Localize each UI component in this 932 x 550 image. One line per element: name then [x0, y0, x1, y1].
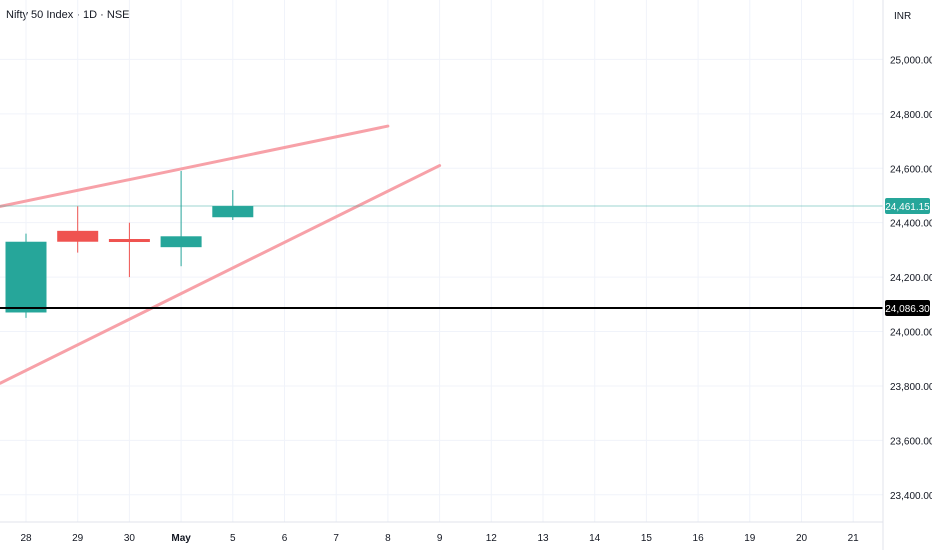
y-tick-label: 24,400.00	[890, 219, 932, 230]
x-tick-label: 16	[693, 533, 705, 544]
x-tick-label: 7	[333, 533, 339, 544]
y-tick-label: 23,600.00	[890, 436, 932, 447]
y-tick-label: 23,800.00	[890, 382, 932, 393]
x-tick-label: 8	[385, 533, 391, 544]
y-tick-label: 24,600.00	[890, 164, 932, 175]
horizontal-line-badge-text: 24,086.30	[885, 304, 930, 315]
x-tick-label: 28	[20, 533, 32, 544]
x-tick-label: 15	[641, 533, 653, 544]
price-axis[interactable]: 23,400.00 23,600.00 23,800.00 24,000.00 24,2…	[890, 55, 932, 501]
x-tick-label: 14	[589, 533, 601, 544]
x-tick-label: 20	[796, 533, 808, 544]
x-tick-label: 12	[486, 533, 498, 544]
currency-label[interactable]: INR	[894, 11, 912, 22]
horizontal-line-badge-box	[885, 300, 930, 317]
x-tick-label: 6	[282, 533, 288, 544]
candle-body	[108, 239, 150, 243]
x-tick-label: May	[171, 533, 191, 544]
candle[interactable]	[5, 233, 47, 318]
price-badges: 24,461.15 24,086.30	[885, 198, 930, 317]
candle[interactable]	[57, 206, 99, 253]
candle[interactable]	[212, 190, 254, 220]
candle-body	[212, 206, 254, 218]
x-tick-label: 13	[537, 533, 549, 544]
y-tick-label: 24,000.00	[890, 328, 932, 339]
time-axis[interactable]: 28 29 30 May 5 6 7 8 9 12 13 14 15 16 19 20 21	[20, 533, 859, 544]
y-tick-label: 23,400.00	[890, 491, 932, 502]
trendline[interactable]	[0, 124, 390, 208]
candles[interactable]	[5, 170, 254, 318]
x-tick-label: 19	[744, 533, 756, 544]
y-tick-label: 25,000.00	[890, 55, 932, 66]
chart-title: Nifty 50 Index · 1D · NSE	[6, 9, 130, 21]
candle[interactable]	[160, 170, 202, 267]
candle[interactable]	[108, 222, 150, 278]
last-price-badge-box	[885, 198, 930, 215]
x-tick-label: 21	[848, 533, 860, 544]
y-tick-label: 24,800.00	[890, 110, 932, 121]
candle-body	[5, 241, 47, 313]
last-price-badge-text: 24,461.15	[885, 202, 930, 213]
x-tick-label: 29	[72, 533, 84, 544]
trendlines[interactable]	[0, 124, 883, 385]
x-tick-label: 5	[230, 533, 236, 544]
candle-body	[160, 236, 202, 248]
candle-body	[57, 230, 99, 242]
x-tick-label: 9	[437, 533, 443, 544]
grid	[0, 0, 883, 522]
trendline[interactable]	[0, 164, 442, 385]
x-tick-label: 30	[124, 533, 136, 544]
y-tick-label: 24,200.00	[890, 273, 932, 284]
